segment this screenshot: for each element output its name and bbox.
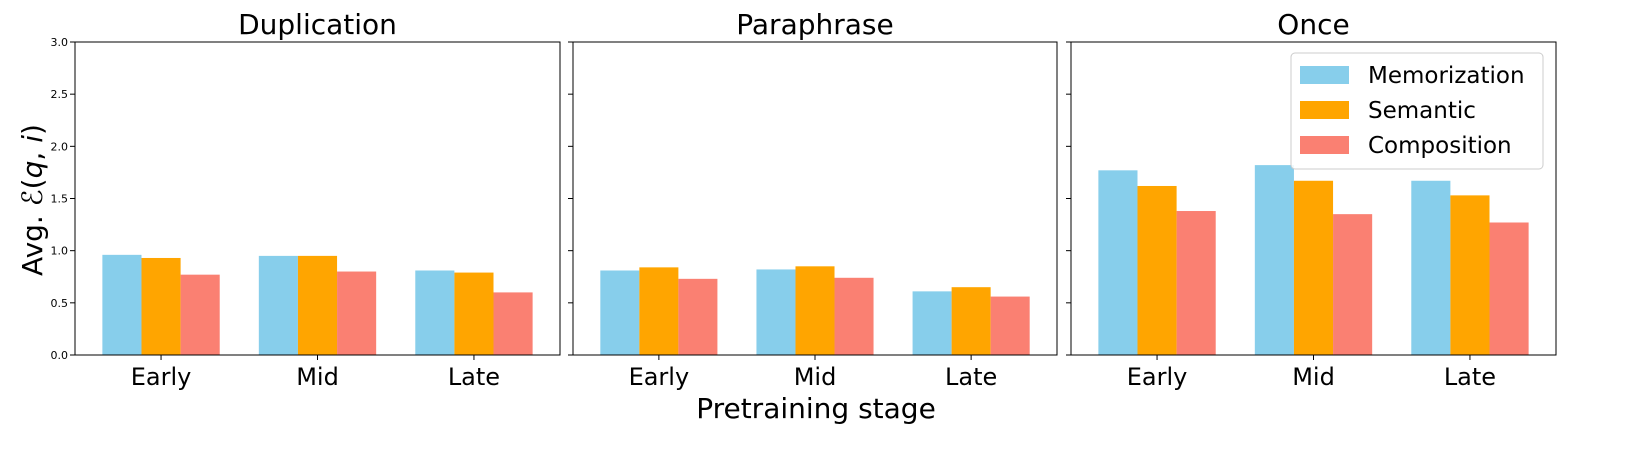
bar-semantic-early — [639, 267, 679, 355]
x-tick-label-early: Early — [629, 363, 690, 391]
x-axis-label: Pretraining stage — [696, 392, 936, 425]
bar-composition-late — [1489, 222, 1529, 355]
chart-panels: Duplication 0.0 0.5 1.0 1.5 2.0 2.5 3.0 Early Mid… — [51, 8, 1557, 391]
y-tick-label: 2.0 — [51, 140, 69, 153]
y-tick-label: 0.5 — [51, 297, 69, 310]
bar-memorization-mid — [1254, 165, 1294, 355]
bar-memorization-late — [415, 270, 455, 355]
plot-frame — [572, 41, 1058, 356]
x-tick-label-late: Late — [448, 363, 500, 391]
legend-swatch-memorization — [1300, 66, 1349, 84]
bar-composition-mid — [834, 277, 874, 355]
legend-label-composition: Composition — [1368, 133, 1512, 159]
x-tick-label-early: Early — [1127, 363, 1188, 391]
plot-frame — [74, 41, 561, 356]
bar-composition-mid — [337, 271, 377, 355]
plot-frame — [1070, 41, 1557, 356]
bar-semantic-early — [1137, 185, 1177, 355]
y-tick-label: 1.5 — [51, 193, 69, 206]
bar-composition-early — [1176, 211, 1216, 355]
panel-title: Once — [1277, 8, 1349, 41]
y-tick-label: 0.0 — [51, 349, 69, 362]
bar-semantic-late — [1450, 195, 1490, 355]
bar-semantic-late — [454, 272, 494, 355]
bar-semantic-mid — [297, 255, 338, 355]
bar-semantic-late — [951, 287, 991, 355]
panel-title: Duplication — [238, 8, 397, 41]
x-tick-label-early: Early — [131, 363, 192, 391]
y-tick-label: 2.5 — [51, 88, 69, 101]
panel-paraphrase: Paraphrase Early Mid Late — [568, 8, 1058, 391]
x-tick-label-mid: Mid — [1292, 363, 1335, 391]
panel-title: Paraphrase — [736, 8, 893, 41]
bar-composition-early — [678, 278, 718, 355]
y-tick-label: 1.0 — [51, 245, 69, 258]
legend-swatch-semantic — [1300, 101, 1349, 119]
x-tick-label-late: Late — [945, 363, 997, 391]
bar-memorization-early — [102, 254, 142, 355]
bar-memorization-late — [912, 291, 952, 355]
x-tick-label-mid: Mid — [794, 363, 837, 391]
legend-label-memorization: Memorization — [1368, 63, 1525, 89]
bar-memorization-mid — [756, 269, 796, 355]
bar-composition-late — [493, 292, 533, 355]
x-tick-label-late: Late — [1444, 363, 1496, 391]
legend-label-semantic: Semantic — [1368, 98, 1476, 124]
bar-semantic-early — [141, 257, 181, 355]
panel-duplication: Duplication 0.0 0.5 1.0 1.5 2.0 2.5 3.0 Early Mid… — [51, 8, 561, 391]
bar-memorization-late — [1411, 180, 1451, 355]
bar-memorization-mid — [258, 255, 298, 355]
legend-box — [1290, 52, 1544, 170]
x-tick-label-mid: Mid — [296, 363, 339, 391]
legend: Memorization Semantic Composition — [1290, 52, 1544, 170]
bar-semantic-mid — [1293, 180, 1334, 355]
bar-composition-mid — [1333, 214, 1373, 355]
bar-semantic-mid — [795, 266, 835, 355]
bar-composition-late — [990, 296, 1030, 355]
y-tick-label: 3.0 — [51, 36, 69, 49]
y-axis-label: Avg. ℰ(q, i) — [16, 124, 49, 276]
bar-composition-early — [180, 274, 220, 355]
panel-once: Once Early Mid Late — [1066, 8, 1557, 391]
bar-memorization-early — [600, 270, 640, 355]
legend-swatch-composition — [1300, 136, 1349, 154]
bar-memorization-early — [1098, 170, 1138, 355]
